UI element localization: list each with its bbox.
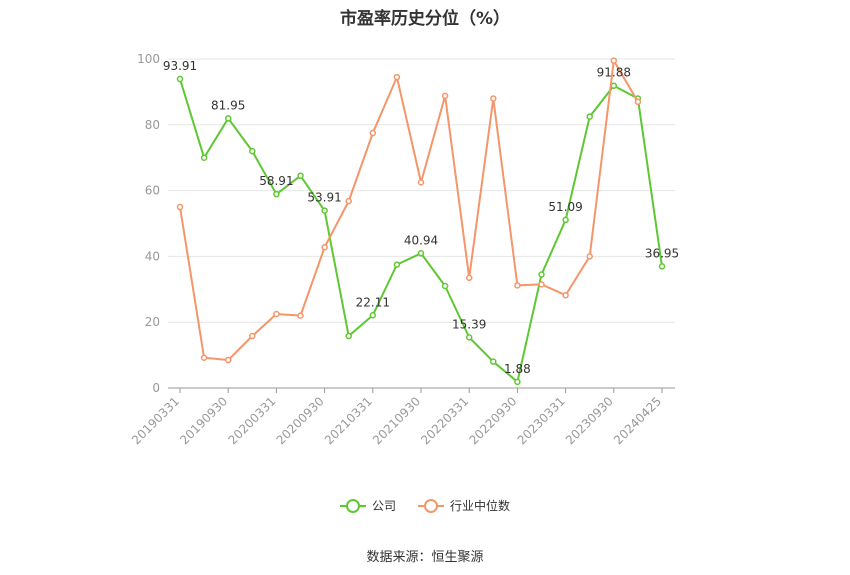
data-label-20190331: 93.91: [163, 59, 197, 73]
x-tick-label-20210930: 20210930: [370, 394, 423, 447]
series-1-point-20191231: [249, 332, 256, 340]
data-source-note: 数据来源：恒生聚源: [366, 550, 484, 565]
legend-company-swatch-icon: [339, 498, 366, 513]
x-tick-label-20190930: 20190930: [177, 394, 230, 447]
x-tick-label-20200930: 20200930: [274, 394, 327, 447]
series-1-point-20210331: [369, 129, 377, 137]
series-0-point-20221231: [538, 271, 545, 278]
series-1-point-20220930: [514, 282, 521, 289]
series-1-point-20201231: [345, 197, 352, 205]
series-1-point-20190331: [176, 203, 184, 211]
series-0-point-20190630: [200, 154, 208, 161]
series-1-point-20221231: [538, 281, 545, 288]
series-0-point-20230630: [586, 113, 593, 120]
series-0-point-20210630: [393, 261, 401, 268]
data-label-20220930: 1.88: [504, 362, 531, 376]
series-1-point-20230930: [610, 57, 618, 64]
x-tick-label-20210331: 20210331: [322, 394, 375, 447]
y-tick-label-80: 80: [145, 118, 160, 132]
chart-title: 市盈率历史分位（%）: [339, 9, 511, 29]
data-label-20220331: 15.39: [452, 317, 486, 331]
series-0-point-20200630: [297, 172, 304, 180]
legend-industry-label: 行业中位数: [450, 499, 511, 513]
series-1-point-20220331: [465, 274, 473, 282]
data-label-20230331: 51.09: [548, 200, 582, 214]
series-1-point-20210930: [417, 179, 425, 186]
series-0-point-20200331: [273, 190, 280, 198]
data-label-20200331: 58.91: [259, 174, 293, 188]
data-label-20200930: 53.91: [307, 191, 341, 205]
series-1-point-20200930: [321, 243, 328, 251]
data-label-20230930: 91.88: [597, 66, 631, 80]
legend-item-company[interactable]: 公司: [339, 497, 396, 514]
y-tick-label-100: 100: [137, 52, 160, 66]
series-1-point-20220630: [490, 95, 497, 102]
series-0-point-20211231: [441, 282, 449, 290]
series-0-point-20201231: [345, 332, 352, 340]
data-label-20210930: 40.94: [404, 233, 438, 247]
x-tick-label-20200331: 20200331: [225, 394, 278, 447]
legend: 公司 行业中位数: [0, 497, 850, 514]
series-0-point-20220930: [514, 378, 521, 386]
series-1-point-20200331: [273, 310, 280, 318]
data-label-20240425: 36.95: [645, 246, 679, 260]
series-1-point-20200630: [297, 312, 304, 319]
series-0-point-20240425: [658, 263, 666, 270]
y-tick-label-0: 0: [152, 381, 160, 395]
legend-company-label: 公司: [371, 499, 396, 513]
x-tick-label-20220930: 20220930: [466, 394, 519, 447]
y-tick-label-60: 60: [145, 184, 160, 198]
legend-item-industry[interactable]: 行业中位数: [418, 497, 510, 514]
x-tick-label-20190331: 20190331: [129, 394, 182, 447]
data-label-20190930: 81.95: [211, 98, 245, 112]
series-0-point-20200930: [321, 207, 328, 214]
series-0-point-20230930: [610, 82, 618, 89]
series-0-point-20220331: [465, 334, 473, 341]
x-tick-label-20240425: 20240425: [611, 394, 664, 447]
series-1-point-20230331: [562, 291, 569, 299]
series-1-point-20230630: [586, 253, 593, 260]
y-tick-label-40: 40: [145, 249, 160, 263]
series-0-point-20210930: [417, 250, 425, 257]
x-tick-label-20230930: 20230930: [563, 394, 616, 447]
data-label-20210331: 22.11: [356, 295, 390, 309]
legend-industry-swatch-icon: [418, 498, 444, 513]
series-0-point-20190331: [176, 75, 184, 83]
series-1-point-20190630: [200, 354, 208, 361]
series-line-1: [179, 59, 639, 362]
series-1-point-20211231: [441, 92, 449, 100]
series-0-point-20191231: [249, 147, 256, 155]
series-1-point-20190930: [224, 356, 232, 364]
series-lines: [176, 57, 666, 386]
series-0-point-20230331: [562, 216, 569, 224]
x-tick-label-20230331: 20230331: [515, 394, 568, 447]
y-tick-label-20: 20: [145, 315, 160, 329]
series-0-point-20220630: [490, 358, 497, 365]
series-1-point-20210630: [393, 73, 401, 81]
series-0-point-20190930: [224, 115, 232, 122]
x-tick-label-20220331: 20220331: [418, 394, 471, 447]
series-0-point-20210331: [369, 312, 377, 319]
data-labels: 93.91 81.95 58.91 53.91 22.11 40.94 15.39 1.88 5…: [163, 59, 679, 376]
series-1-point-20231231: [634, 98, 642, 106]
